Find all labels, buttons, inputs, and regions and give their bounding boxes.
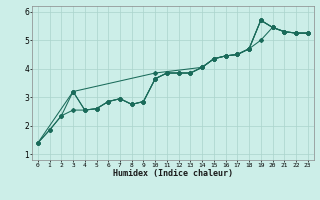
X-axis label: Humidex (Indice chaleur): Humidex (Indice chaleur) [113,169,233,178]
